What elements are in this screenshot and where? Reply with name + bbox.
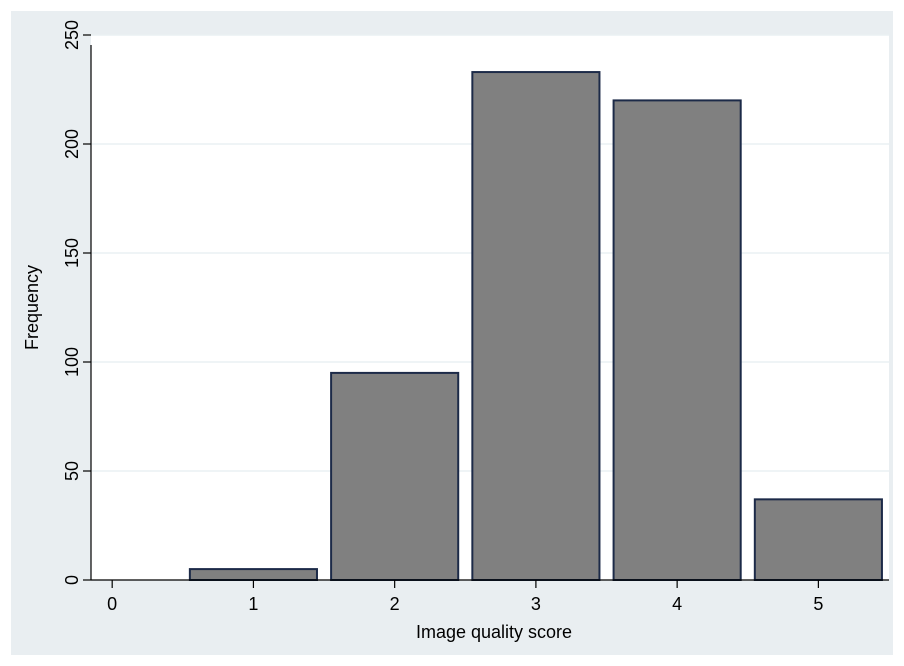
bar-score-4 [612, 99, 742, 582]
y-tick-label-250: 250 [62, 20, 82, 50]
x-tick-label-3: 3 [531, 594, 541, 614]
y-tick-label-50: 50 [62, 461, 82, 481]
bars [188, 71, 883, 582]
x-tick-label-5: 5 [813, 594, 823, 614]
tick-labels: 0 50 100 150 200 250 0 1 2 3 4 5 [62, 20, 823, 614]
x-tick-label-1: 1 [248, 594, 258, 614]
y-tick-label-0: 0 [62, 575, 82, 585]
bar-score-2 [330, 371, 460, 581]
y-tick-label-200: 200 [62, 129, 82, 159]
y-tick-label-150: 150 [62, 238, 82, 268]
x-tick-label-2: 2 [390, 594, 400, 614]
bar-score-3 [471, 71, 601, 581]
bar-score-1 [188, 568, 318, 581]
bar-score-5 [753, 498, 883, 581]
x-tick-label-4: 4 [672, 594, 682, 614]
x-tick-label-0: 0 [107, 594, 117, 614]
y-axis-label: Frequency [22, 265, 42, 350]
x-axis-label: Image quality score [416, 622, 572, 642]
axes [83, 34, 889, 588]
y-tick-label-100: 100 [62, 347, 82, 377]
